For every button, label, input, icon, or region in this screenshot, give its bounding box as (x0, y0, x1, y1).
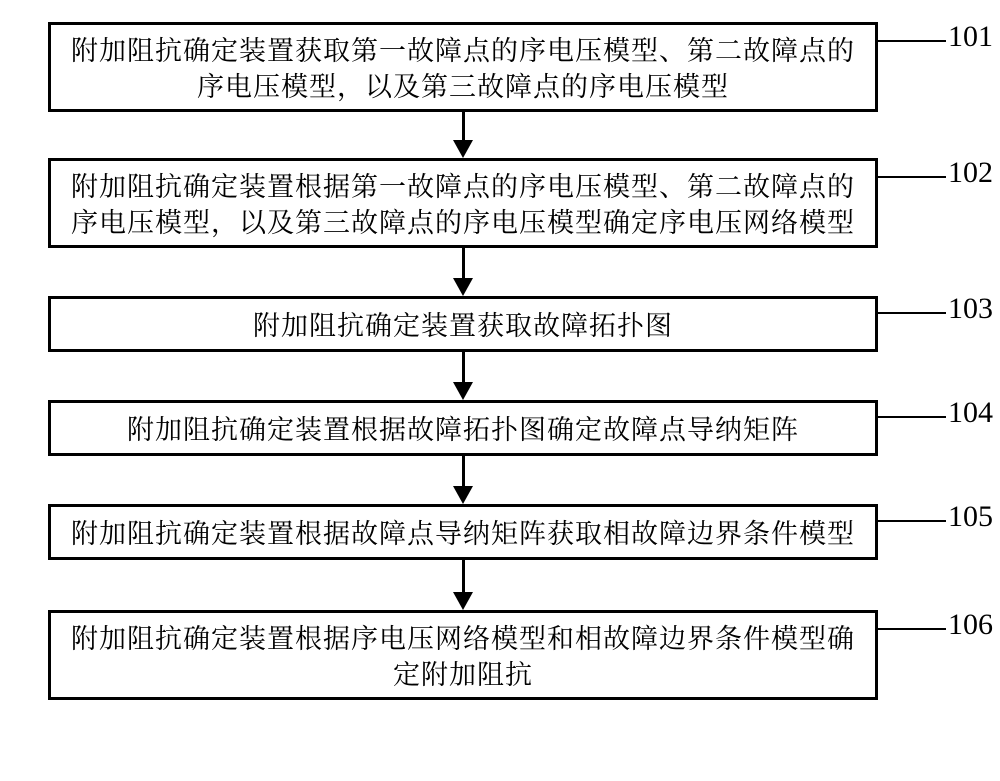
step-box-104: 附加阻抗确定装置根据故障拓扑图确定故障点导纳矩阵 (48, 400, 878, 456)
step-number-105: 105 (948, 500, 993, 534)
arrowhead-104-105 (453, 486, 473, 504)
step-text-101: 附加阻抗确定装置获取第一故障点的序电压模型、第二故障点的 序电压模型，以及第三故… (51, 31, 875, 104)
arrowhead-103-104 (453, 382, 473, 400)
step-number-106: 106 (948, 608, 993, 642)
step-box-101: 附加阻抗确定装置获取第一故障点的序电压模型、第二故障点的 序电压模型，以及第三故… (48, 22, 878, 112)
step-number-102: 102 (948, 156, 993, 190)
arrowhead-102-103 (453, 278, 473, 296)
connector-102-103 (462, 248, 465, 278)
step-text-102: 附加阻抗确定装置根据第一故障点的序电压模型、第二故障点的 序电压模型，以及第三故… (51, 167, 875, 240)
step-number-101: 101 (948, 20, 993, 54)
connector-101-102 (462, 112, 465, 140)
step-text-106: 附加阻抗确定装置根据序电压网络模型和相故障边界条件模型确 定附加阻抗 (51, 619, 875, 692)
arrowhead-105-106 (453, 592, 473, 610)
step-text-103: 附加阻抗确定装置获取故障拓扑图 (51, 306, 875, 342)
step-box-102: 附加阻抗确定装置根据第一故障点的序电压模型、第二故障点的 序电压模型，以及第三故… (48, 158, 878, 248)
connector-105-106 (462, 560, 465, 592)
leader-103 (878, 312, 946, 314)
connector-103-104 (462, 352, 465, 382)
step-text-105: 附加阻抗确定装置根据故障点导纳矩阵获取相故障边界条件模型 (51, 514, 875, 550)
leader-106 (878, 628, 946, 630)
step-box-103: 附加阻抗确定装置获取故障拓扑图 (48, 296, 878, 352)
leader-102 (878, 176, 946, 178)
step-number-103: 103 (948, 292, 993, 326)
leader-105 (878, 520, 946, 522)
step-box-105: 附加阻抗确定装置根据故障点导纳矩阵获取相故障边界条件模型 (48, 504, 878, 560)
step-box-106: 附加阻抗确定装置根据序电压网络模型和相故障边界条件模型确 定附加阻抗 (48, 610, 878, 700)
leader-101 (878, 40, 946, 42)
leader-104 (878, 416, 946, 418)
step-text-104: 附加阻抗确定装置根据故障拓扑图确定故障点导纳矩阵 (51, 410, 875, 446)
flowchart-canvas: 附加阻抗确定装置获取第一故障点的序电压模型、第二故障点的 序电压模型，以及第三故… (0, 0, 1000, 781)
step-number-104: 104 (948, 396, 993, 430)
arrowhead-101-102 (453, 140, 473, 158)
connector-104-105 (462, 456, 465, 486)
